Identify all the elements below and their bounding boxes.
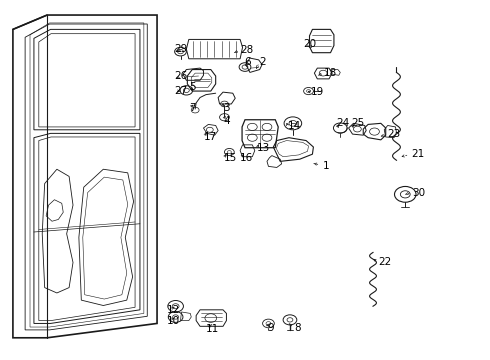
Text: 29: 29 xyxy=(174,44,187,54)
Text: 11: 11 xyxy=(206,324,219,334)
Text: 22: 22 xyxy=(378,257,391,267)
Text: 19: 19 xyxy=(311,87,324,97)
Text: 26: 26 xyxy=(174,71,187,81)
Text: 18: 18 xyxy=(324,68,338,78)
Text: 4: 4 xyxy=(223,116,230,126)
Text: 30: 30 xyxy=(412,188,425,198)
Text: 9: 9 xyxy=(267,323,273,333)
Text: 17: 17 xyxy=(203,132,217,142)
Text: 15: 15 xyxy=(223,153,237,163)
Text: 3: 3 xyxy=(223,103,230,113)
Text: 20: 20 xyxy=(304,40,317,49)
Text: 8: 8 xyxy=(294,323,300,333)
Text: 13: 13 xyxy=(257,143,270,153)
Text: 10: 10 xyxy=(167,316,180,325)
Text: 5: 5 xyxy=(189,82,196,92)
Text: 16: 16 xyxy=(240,153,253,163)
Text: 27: 27 xyxy=(174,86,187,96)
Text: 28: 28 xyxy=(240,45,253,55)
Text: 12: 12 xyxy=(167,305,180,315)
Text: 1: 1 xyxy=(323,161,330,171)
Text: 24: 24 xyxy=(336,118,349,128)
Text: 25: 25 xyxy=(351,118,365,128)
Text: 7: 7 xyxy=(189,103,196,113)
Text: 14: 14 xyxy=(288,121,301,131)
Text: 2: 2 xyxy=(260,57,266,67)
Text: 6: 6 xyxy=(244,57,251,67)
Text: 23: 23 xyxy=(388,129,401,139)
Text: 21: 21 xyxy=(411,149,424,159)
